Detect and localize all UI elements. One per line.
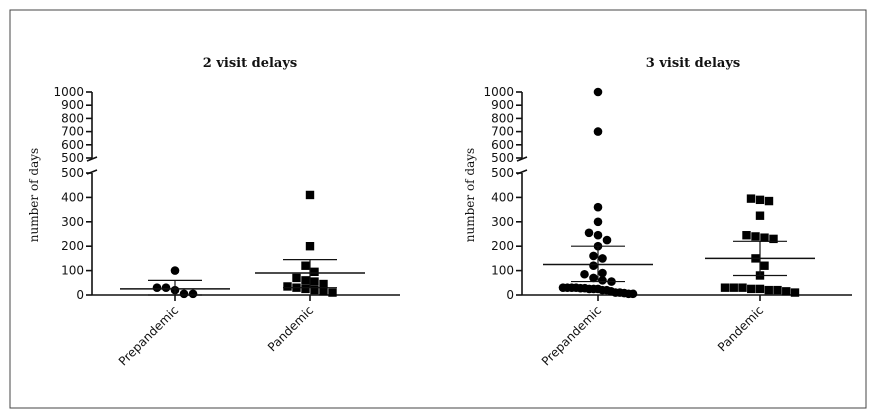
data-point-pandemic bbox=[310, 277, 319, 286]
x-category-label-prepandemic: Prepandemic bbox=[539, 303, 604, 368]
data-point-pandemic bbox=[720, 283, 730, 292]
data-point-pandemic bbox=[773, 285, 782, 295]
y-tick-label: 900 bbox=[61, 98, 84, 112]
chart-title: 2 visit delays bbox=[203, 56, 297, 71]
data-point-pandemic bbox=[729, 283, 738, 292]
data-point-prepandemic bbox=[593, 127, 603, 136]
y-tick-label: 700 bbox=[61, 125, 84, 139]
data-point-pandemic bbox=[782, 287, 791, 296]
y-tick-label: 600 bbox=[491, 138, 514, 152]
data-point-pandemic bbox=[310, 285, 319, 295]
y-tick-label: 800 bbox=[491, 111, 514, 125]
data-point-prepandemic bbox=[598, 268, 607, 278]
x-category-label-pandemic: Pandemic bbox=[265, 303, 316, 354]
y-tick-label: 800 bbox=[61, 111, 84, 125]
data-point-pandemic bbox=[746, 194, 756, 203]
data-point-prepandemic bbox=[628, 289, 638, 299]
data-point-pandemic bbox=[751, 232, 760, 241]
y-tick-label: 200 bbox=[491, 239, 514, 253]
y-tick-label: 400 bbox=[61, 190, 84, 204]
data-point-prepandemic bbox=[598, 254, 607, 263]
y-tick-label: 500 bbox=[491, 166, 514, 180]
data-point-pandemic bbox=[319, 287, 328, 296]
data-point-pandemic bbox=[319, 279, 328, 289]
data-point-pandemic bbox=[764, 285, 773, 295]
y-tick-label: 500 bbox=[491, 151, 514, 165]
x-category-label-pandemic: Pandemic bbox=[715, 303, 766, 354]
data-point-prepandemic bbox=[593, 87, 603, 97]
data-point-prepandemic bbox=[152, 283, 162, 292]
figure-border bbox=[9, 9, 867, 409]
data-point-pandemic bbox=[790, 288, 800, 297]
data-point-pandemic bbox=[764, 196, 774, 206]
data-point-prepandemic bbox=[589, 261, 598, 271]
y-tick-label: 500 bbox=[61, 151, 84, 165]
y-tick-label: 600 bbox=[61, 138, 84, 152]
data-point-pandemic bbox=[310, 267, 319, 277]
data-point-pandemic bbox=[328, 288, 337, 297]
data-point-pandemic bbox=[305, 242, 315, 251]
data-point-prepandemic bbox=[589, 273, 598, 283]
data-point-pandemic bbox=[769, 234, 778, 244]
data-point-prepandemic bbox=[602, 235, 612, 245]
data-point-prepandemic bbox=[593, 217, 603, 227]
data-point-prepandemic bbox=[593, 230, 603, 240]
data-point-prepandemic bbox=[598, 276, 607, 285]
data-point-pandemic bbox=[283, 282, 292, 291]
y-axis-label: number of days bbox=[463, 148, 477, 242]
y-tick-label: 900 bbox=[491, 98, 514, 112]
y-tick-label: 700 bbox=[491, 125, 514, 139]
data-point-prepandemic bbox=[188, 289, 198, 299]
data-point-pandemic bbox=[755, 284, 765, 294]
data-point-pandemic bbox=[301, 261, 310, 270]
data-point-prepandemic bbox=[584, 228, 594, 238]
data-point-pandemic bbox=[760, 261, 769, 270]
data-point-pandemic bbox=[292, 273, 301, 283]
data-point-pandemic bbox=[742, 231, 751, 240]
data-point-pandemic bbox=[747, 284, 756, 294]
data-point-pandemic bbox=[755, 211, 765, 220]
data-point-prepandemic bbox=[589, 251, 598, 261]
data-point-pandemic bbox=[305, 190, 315, 200]
y-tick-label: 1000 bbox=[53, 85, 84, 99]
y-tick-label: 100 bbox=[61, 264, 84, 278]
data-point-pandemic bbox=[738, 283, 747, 292]
axis-break-mark bbox=[516, 156, 528, 162]
y-axis-label: number of days bbox=[27, 148, 41, 242]
data-point-prepandemic bbox=[593, 202, 603, 212]
data-point-prepandemic bbox=[161, 283, 171, 292]
y-tick-label: 0 bbox=[76, 288, 84, 302]
data-point-pandemic bbox=[301, 276, 310, 285]
data-point-pandemic bbox=[301, 284, 310, 294]
data-point-pandemic bbox=[755, 195, 765, 205]
y-tick-label: 1000 bbox=[483, 85, 514, 99]
y-tick-label: 500 bbox=[61, 166, 84, 180]
y-tick-label: 100 bbox=[491, 264, 514, 278]
chart-title: 3 visit delays bbox=[646, 56, 740, 71]
data-point-prepandemic bbox=[580, 269, 589, 279]
y-tick-label: 300 bbox=[61, 215, 84, 229]
y-tick-label: 400 bbox=[491, 190, 514, 204]
y-tick-label: 300 bbox=[491, 215, 514, 229]
data-point-prepandemic bbox=[179, 289, 189, 299]
y-tick-label: 200 bbox=[61, 239, 84, 253]
x-category-label-prepandemic: Prepandemic bbox=[116, 303, 181, 368]
y-tick-label: 0 bbox=[506, 288, 514, 302]
axis-break-mark bbox=[86, 156, 98, 162]
data-point-pandemic bbox=[760, 233, 769, 242]
data-point-prepandemic bbox=[170, 266, 180, 275]
